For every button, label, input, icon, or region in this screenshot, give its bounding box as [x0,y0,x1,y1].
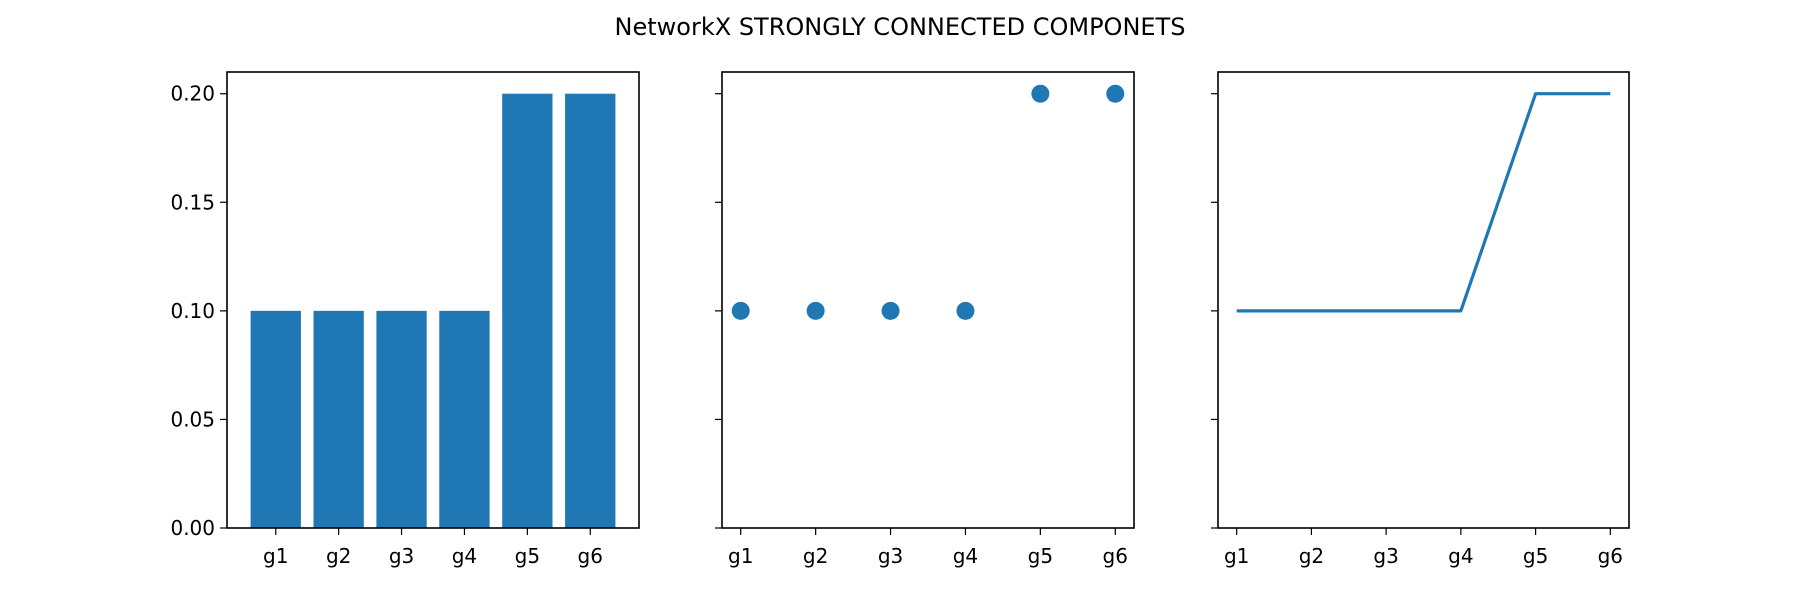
y-tick-label: 0.05 [170,407,215,431]
scatter-point [1106,84,1125,103]
x-tick-label: g1 [728,544,753,568]
bar [376,310,427,528]
series-line [1236,92,1611,313]
x-tick-label: g5 [1523,544,1548,568]
y-tick-label: 0.20 [170,82,215,106]
x-tick-label: g2 [1299,544,1324,568]
y-tick-label: 0.15 [170,190,215,214]
x-tick-label: g6 [1103,544,1128,568]
x-tick-label: g4 [953,544,978,568]
x-tick-label: g5 [1028,544,1053,568]
figure-title: NetworkX STRONGLY CONNECTED COMPONETS [615,13,1186,41]
bar [313,310,364,528]
x-tick-label: g4 [452,544,477,568]
x-tick-label: g3 [389,544,414,568]
x-tick-label: g3 [878,544,903,568]
x-tick-label: g5 [515,544,540,568]
bar [439,310,490,528]
axes-frame [1217,71,1630,529]
scatter-point [956,301,975,320]
bar [250,310,301,528]
y-tick-label: 0.00 [170,516,215,540]
y-tick-label: 0.10 [170,299,215,323]
x-tick-label: g3 [1373,544,1398,568]
x-tick-label: g6 [1598,544,1623,568]
axes-frame [226,71,640,529]
line-chart-panel: g1 g2 g3 g4 g5 g6 [1211,71,1630,568]
scatter-point [806,301,825,320]
scatter-point [1031,84,1050,103]
scatter-point [731,301,750,320]
x-tick-label: g6 [578,544,603,568]
bar [565,93,616,528]
bar-chart-panel: 0.00 0.05 0.10 0.15 0.20 g1 g2 g3 g4 g5 g6 [170,71,640,568]
x-tick-label: g1 [1224,544,1249,568]
axes-frame [721,71,1135,529]
bar [502,93,553,528]
scatter-chart-panel: g1 g2 g3 g4 g5 g6 [715,71,1135,568]
x-tick-label: g4 [1448,544,1473,568]
x-tick-label: g2 [326,544,351,568]
x-tick-label: g1 [263,544,288,568]
scatter-point [881,301,900,320]
x-tick-label: g2 [803,544,828,568]
